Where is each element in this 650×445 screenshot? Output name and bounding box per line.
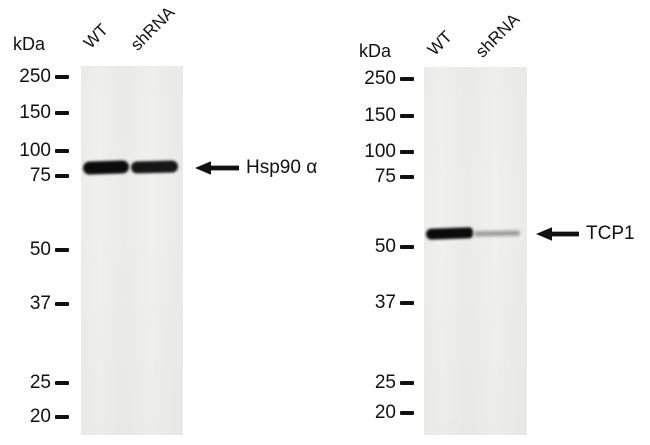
- marker-row: 150: [345, 106, 415, 126]
- kda-unit-label: kDa: [13, 34, 46, 54]
- marker-row: 25: [0, 373, 70, 393]
- lane-label-shrna: shRNA: [126, 2, 179, 55]
- marker-row: 250: [345, 69, 415, 89]
- marker-tick: [55, 248, 69, 252]
- marker-tick: [55, 174, 69, 178]
- marker-row: 75: [0, 166, 70, 186]
- marker-row: 50: [0, 240, 70, 260]
- marker-weight-label: 100: [19, 140, 51, 161]
- marker-weight-label: 20: [29, 406, 51, 427]
- marker-weight-label: 25: [374, 372, 396, 393]
- band-shrna: [473, 230, 521, 237]
- marker-row: 20: [0, 407, 70, 427]
- tcp1-annotation-label: TCP1: [586, 223, 635, 244]
- marker-weight-label: 250: [19, 66, 51, 87]
- marker-tick: [400, 150, 414, 154]
- marker-weight-label: 37: [374, 292, 396, 313]
- marker-weight-label: 37: [29, 293, 51, 314]
- blot-membrane: [81, 66, 183, 435]
- marker-tick: [400, 381, 414, 385]
- marker-tick: [400, 77, 414, 81]
- hsp90-annotation-label: Hsp90 α: [246, 157, 318, 178]
- marker-tick: [55, 302, 69, 306]
- marker-weight-label: 20: [374, 402, 396, 423]
- marker-tick: [55, 111, 69, 115]
- marker-tick: [400, 245, 414, 249]
- marker-weight-label: 50: [29, 239, 51, 260]
- lane-label-wt: WT: [423, 27, 456, 60]
- kda-unit-label: kDa: [359, 41, 392, 61]
- marker-row: 25: [345, 373, 415, 393]
- marker-weight-label: 250: [364, 68, 396, 89]
- marker-weight-label: 25: [29, 372, 51, 393]
- marker-row: 150: [0, 103, 70, 123]
- marker-row: 100: [345, 142, 415, 162]
- marker-tick: [400, 301, 414, 305]
- marker-tick: [55, 381, 69, 385]
- marker-row: 100: [0, 141, 70, 161]
- marker-row: 20: [345, 403, 415, 423]
- marker-tick: [400, 175, 414, 179]
- marker-weight-label: 150: [364, 105, 396, 126]
- marker-row: 75: [345, 167, 415, 187]
- left-arrow-icon: [195, 160, 239, 176]
- marker-weight-label: 100: [364, 141, 396, 162]
- marker-row: 250: [0, 67, 70, 87]
- marker-tick: [55, 75, 69, 79]
- marker-weight-label: 150: [19, 102, 51, 123]
- lane-label-shrna: shRNA: [471, 9, 524, 62]
- left-arrow-icon: [536, 226, 579, 242]
- band-shrna: [130, 160, 179, 174]
- marker-tick: [55, 149, 69, 153]
- marker-weight-label: 50: [374, 236, 396, 257]
- band-wt: [425, 227, 474, 240]
- marker-weight-label: 75: [29, 165, 51, 186]
- marker-weight-label: 75: [374, 166, 396, 187]
- marker-row: 50: [345, 237, 415, 257]
- marker-tick: [400, 114, 414, 118]
- marker-tick: [400, 411, 414, 415]
- marker-tick: [55, 415, 69, 419]
- marker-row: 37: [345, 293, 415, 313]
- band-wt: [82, 160, 130, 175]
- marker-row: 37: [0, 294, 70, 314]
- blot-membrane: [424, 67, 527, 435]
- lane-label-wt: WT: [79, 20, 112, 53]
